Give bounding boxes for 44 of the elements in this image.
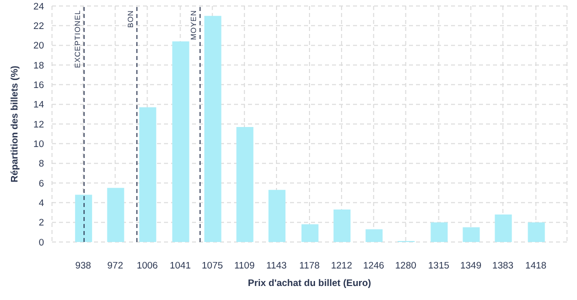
x-tick-label: 1178: [299, 260, 320, 272]
y-tick-label: 16: [33, 80, 44, 92]
bar: [204, 16, 222, 242]
bar: [75, 194, 92, 242]
bar: [107, 188, 124, 242]
x-tick-label: 938: [75, 260, 92, 272]
x-tick-label: 1041: [170, 260, 191, 272]
bar: [172, 41, 190, 242]
x-tick-label: 972: [107, 260, 124, 272]
x-tick-label: 1075: [202, 260, 223, 272]
y-tick-label: 20: [33, 40, 44, 52]
y-axis-title: Répartition des billets (%): [9, 66, 20, 182]
y-tick-label: 0: [38, 237, 44, 248]
x-tick-label: 1246: [363, 260, 384, 272]
y-tick-label: 18: [33, 60, 44, 72]
x-tick-label: 1280: [395, 260, 416, 272]
bar: [430, 222, 448, 242]
x-tick-label: 1109: [234, 260, 255, 272]
x-tick-label: 1006: [136, 260, 158, 272]
bar: [366, 229, 383, 242]
y-tick-label: 2: [38, 218, 44, 229]
x-tick-label: 1349: [460, 260, 482, 272]
bar: [334, 210, 351, 242]
x-tick-label: 1418: [525, 260, 546, 272]
x-tick-label: 1315: [428, 260, 450, 272]
x-axis-title: Prix d'achat du billet (Euro): [248, 278, 372, 289]
y-tick-label: 6: [38, 178, 44, 190]
bar: [268, 190, 286, 242]
bar: [494, 214, 512, 242]
x-tick-label: 1143: [266, 260, 287, 272]
bar: [236, 126, 254, 242]
bar: [462, 227, 480, 242]
bar: [301, 224, 318, 242]
y-tick-label: 22: [33, 21, 44, 32]
y-tick-label: 24: [33, 1, 44, 12]
x-tick-label: 1383: [492, 260, 514, 272]
bar: [528, 222, 545, 242]
bar: [139, 107, 156, 242]
y-tick-label: 4: [38, 198, 44, 210]
y-tick-label: 12: [33, 119, 44, 130]
x-tick-label: 1212: [331, 260, 352, 272]
y-tick-label: 10: [33, 139, 44, 150]
y-tick-label: 14: [33, 100, 44, 111]
y-tick-label: 8: [38, 158, 44, 170]
